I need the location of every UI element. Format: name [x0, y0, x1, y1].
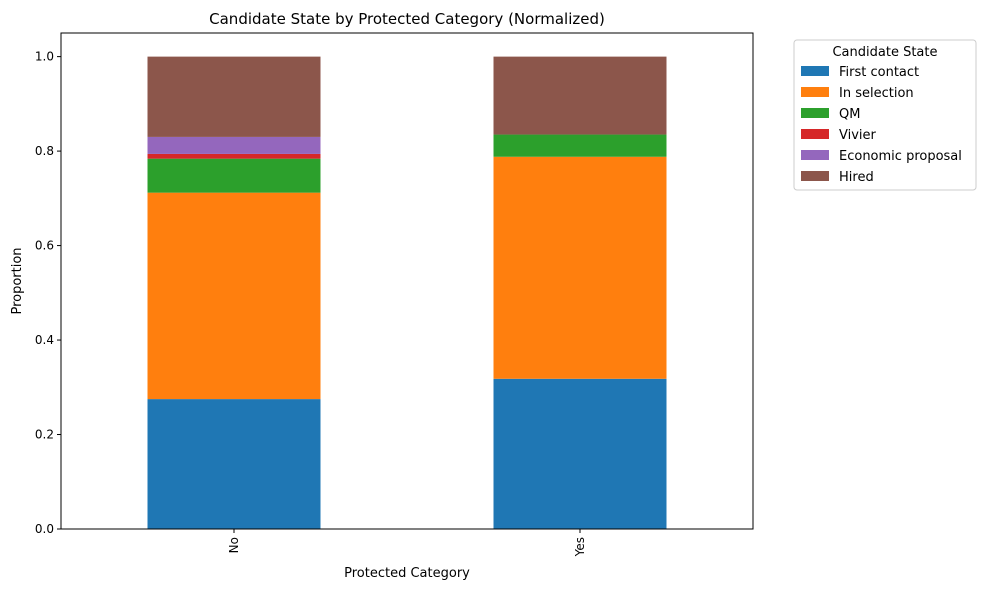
bar-segment-1-2	[493, 134, 667, 157]
legend-swatch-3	[801, 129, 829, 139]
bar-segment-0-0	[147, 399, 321, 529]
legend-swatch-0	[801, 66, 829, 76]
legend-items: First contact In selection QM Vivier Economi…	[801, 65, 962, 185]
y-tick-label-5: 1.0	[35, 50, 54, 64]
bar-segment-1-0	[493, 378, 667, 529]
y-axis: 0.0 0.2 0.4 0.6 0.8 1.0	[35, 50, 61, 536]
legend: Candidate State First contact In selectio…	[793, 39, 977, 191]
y-tick-label-2: 0.4	[35, 333, 54, 347]
legend-label-5: Hired	[839, 170, 874, 185]
y-axis-label: Proportion	[10, 247, 25, 314]
y-tick-label-0: 0.0	[35, 522, 54, 536]
x-tick-label-1: Yes	[573, 537, 587, 557]
legend-swatch-5	[801, 171, 829, 181]
legend-label-4: Economic proposal	[839, 149, 962, 164]
bar-segment-1-5	[493, 56, 667, 135]
bar-segment-0-1	[147, 192, 321, 400]
legend-frame	[793, 39, 977, 191]
bars-group	[147, 56, 667, 529]
legend-title: Candidate State	[832, 45, 937, 60]
y-tick-label-4: 0.8	[35, 144, 54, 158]
x-tick-label-0: No	[227, 537, 241, 553]
y-tick-label-1: 0.2	[35, 428, 54, 442]
legend-label-2: QM	[839, 107, 860, 122]
legend-swatch-1	[801, 87, 829, 97]
legend-label-3: Vivier	[839, 128, 877, 143]
bar-segment-0-4	[147, 136, 321, 154]
y-tick-label-3: 0.6	[35, 239, 54, 253]
bar-segment-0-2	[147, 158, 321, 193]
bar-segment-0-5	[147, 56, 321, 137]
x-axis-label: Protected Category	[344, 566, 470, 581]
plot-frame	[60, 32, 754, 530]
bar-segment-1-1	[493, 156, 667, 379]
legend-label-1: In selection	[839, 86, 914, 101]
x-axis: No Yes	[227, 529, 587, 557]
chart-title: Candidate State by Protected Category (N…	[209, 10, 605, 28]
legend-label-0: First contact	[839, 65, 919, 80]
legend-swatch-4	[801, 150, 829, 160]
legend-swatch-2	[801, 108, 829, 118]
bar-segment-0-3	[147, 153, 321, 159]
